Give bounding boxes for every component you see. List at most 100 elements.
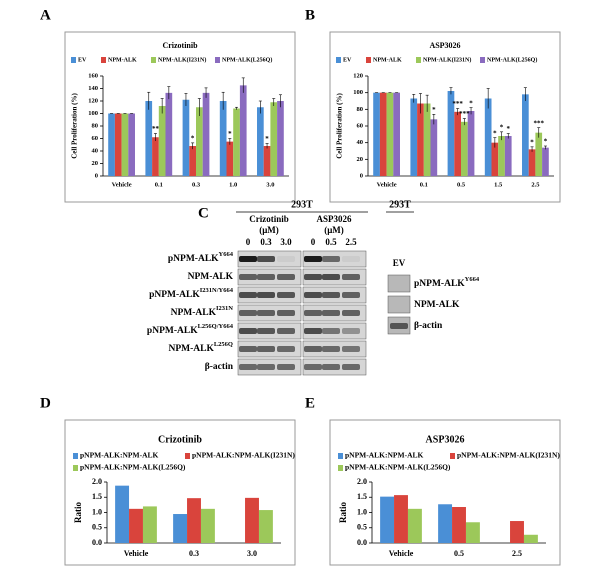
row-label: NPM-ALKI231N — [171, 305, 234, 318]
blot-band — [277, 364, 295, 370]
blot-band — [304, 346, 322, 352]
bar — [510, 521, 524, 543]
bar — [202, 92, 210, 176]
bar — [187, 498, 201, 543]
blot-band — [239, 274, 257, 280]
blot-band — [304, 256, 322, 262]
label-base: NPM-ALK — [188, 272, 234, 282]
y-tick-label: 20 — [92, 160, 99, 167]
blot-band — [277, 310, 295, 316]
dose-label: 0.3 — [260, 237, 272, 247]
x-tick-label: 2.5 — [531, 181, 540, 188]
y-tick-label: 40 — [357, 139, 364, 146]
bar — [542, 147, 549, 176]
blot-strip — [387, 274, 411, 293]
x-tick-label: 0.1 — [155, 181, 163, 188]
x-tick-label: 1.5 — [494, 181, 503, 188]
bar — [535, 132, 543, 176]
bar — [373, 92, 380, 176]
significance-mark: * — [265, 135, 269, 143]
bar — [393, 92, 400, 176]
legend-swatch — [71, 57, 76, 63]
legend-swatch — [480, 57, 485, 63]
label-sup: Y664 — [465, 276, 480, 283]
panel-label: A — [40, 7, 51, 23]
y-tick-label: 2.0 — [92, 477, 102, 486]
dose-label: 0 — [246, 237, 251, 247]
bar — [182, 99, 190, 176]
legend-swatch — [101, 57, 106, 63]
drug-label: ASP3026 — [316, 214, 352, 224]
y-tick-label: 0.0 — [357, 538, 367, 547]
label-sup: I231N — [216, 305, 233, 312]
panel-label: D — [40, 395, 51, 411]
y-axis-label: Ratio — [338, 502, 348, 523]
bar — [380, 496, 395, 543]
legend-label: pNPM-ALK:NPM-ALK — [345, 451, 423, 460]
x-tick-label: 3.0 — [266, 181, 274, 188]
legend-swatch — [215, 57, 220, 63]
chart-title: Crizotinib — [158, 434, 202, 445]
blot-band — [277, 274, 295, 280]
bar — [233, 108, 240, 176]
dose-label: 3.0 — [280, 237, 292, 247]
legend-label: NPM-ALK — [373, 57, 402, 63]
bar — [423, 103, 431, 176]
blot-band — [342, 346, 360, 352]
label-sup: Y664 — [219, 251, 234, 258]
blot-band — [239, 310, 257, 316]
y-axis-label: Cell Proliferation (%) — [336, 93, 344, 159]
bar — [173, 514, 188, 543]
label-sup: L256Q — [214, 341, 233, 348]
panel-label: B — [305, 7, 315, 23]
bar — [128, 113, 135, 176]
bar — [196, 107, 203, 176]
legend-label: pNPM-ALK:NPM-ALK(I231N) — [457, 451, 560, 460]
bar — [189, 146, 196, 176]
y-tick-label: 2.0 — [357, 477, 367, 486]
bar — [465, 522, 480, 543]
y-tick-label: 80 — [357, 106, 364, 113]
significance-mark: * — [469, 99, 473, 107]
legend-swatch — [338, 453, 343, 459]
row-label: NPM-ALK — [188, 272, 234, 282]
blot-band — [342, 310, 360, 316]
blot-band — [257, 310, 275, 316]
y-tick-label: 120 — [353, 72, 363, 79]
bar — [121, 113, 129, 176]
significance-mark: *** — [459, 110, 470, 118]
bar — [158, 106, 166, 176]
bar — [258, 510, 273, 543]
y-tick-label: 120 — [88, 97, 98, 104]
blot-band — [239, 256, 257, 262]
panel-label: E — [305, 395, 315, 411]
blot-band — [322, 346, 340, 352]
drug-label: Crizotinib — [249, 214, 289, 224]
bar — [484, 98, 492, 176]
chart-title: ASP3026 — [426, 434, 465, 445]
bar — [245, 497, 259, 543]
blot-band — [277, 256, 295, 262]
blot-band — [304, 364, 322, 370]
blot-band — [239, 346, 257, 352]
y-tick-label: 60 — [357, 122, 364, 129]
y-tick-label: 80 — [92, 122, 99, 129]
cell-line: 293T — [389, 199, 411, 210]
bar — [522, 94, 529, 176]
bar — [410, 98, 418, 176]
blot-band — [277, 346, 295, 352]
bar — [129, 508, 143, 543]
y-tick-label: 140 — [88, 85, 98, 92]
significance-mark: * — [228, 130, 232, 138]
dose-label: 0 — [311, 237, 316, 247]
x-tick-label: 2.5 — [512, 549, 522, 558]
bar — [145, 101, 153, 176]
significance-mark: * — [500, 123, 504, 131]
blot-band — [277, 328, 295, 334]
y-tick-label: 20 — [357, 156, 364, 163]
bar — [498, 136, 505, 176]
x-tick-label: 0.1 — [420, 181, 428, 188]
label-base: pNPM-ALK — [414, 279, 465, 289]
legend-swatch — [416, 57, 421, 63]
y-tick-label: 40 — [92, 147, 99, 154]
